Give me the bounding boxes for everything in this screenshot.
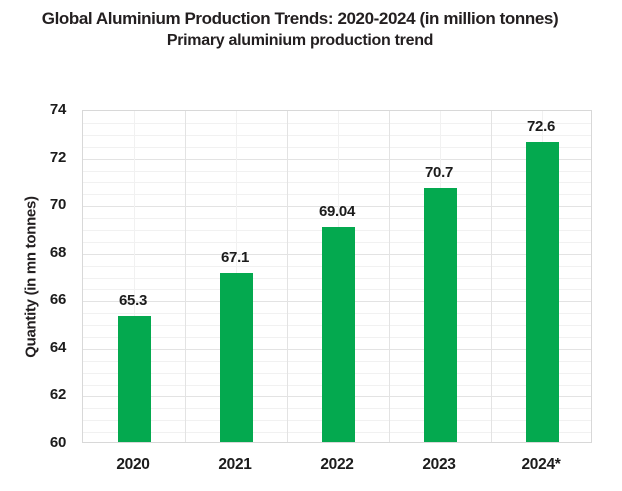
y-tick-label: 74 bbox=[49, 101, 66, 118]
plot-area bbox=[82, 110, 592, 443]
chart-subtitle: Primary aluminium production trend bbox=[166, 32, 434, 49]
chart-header: Global Aluminium Production Trends: 2020… bbox=[0, 7, 600, 52]
gridline-minor bbox=[83, 122, 591, 124]
bar-2023 bbox=[423, 187, 457, 442]
bar-value-label: 70.7 bbox=[425, 163, 453, 181]
bar-value-label: 72.6 bbox=[527, 118, 555, 136]
gridline-major bbox=[83, 158, 591, 160]
gridline-minor bbox=[83, 218, 591, 219]
gridline-v-major bbox=[185, 111, 186, 442]
x-tick-label: 2022 bbox=[320, 456, 354, 473]
y-tick-label: 62 bbox=[49, 386, 66, 404]
x-tick-label: 2024* bbox=[521, 456, 561, 473]
bar-2020 bbox=[117, 315, 151, 442]
y-axis-title: Quantity (in mn tonnes) bbox=[22, 196, 40, 358]
x-tick-label: 2020 bbox=[116, 456, 150, 473]
y-tick-label: 72 bbox=[49, 148, 66, 166]
bar-value-label: 69.04 bbox=[318, 203, 356, 220]
y-tick-label: 68 bbox=[49, 243, 66, 261]
gridline-major bbox=[83, 206, 591, 208]
y-tick-label: 70 bbox=[49, 196, 66, 214]
gridline-v-major bbox=[491, 111, 492, 442]
gridline-v-minor bbox=[134, 111, 135, 442]
gridline-minor bbox=[83, 170, 591, 172]
bar-2022 bbox=[321, 227, 355, 442]
x-tick-label: 2021 bbox=[218, 456, 252, 473]
y-tick-label: 60 bbox=[49, 434, 66, 451]
bar-2021 bbox=[219, 273, 253, 442]
x-tick-label: 2023 bbox=[422, 456, 456, 473]
gridline-minor bbox=[83, 134, 591, 136]
gridline-v-major bbox=[287, 111, 288, 442]
gridline-v-major bbox=[389, 111, 390, 442]
bar-2024 bbox=[525, 142, 559, 442]
gridline-minor bbox=[83, 146, 591, 148]
gridline-minor bbox=[83, 182, 591, 184]
gridline-minor bbox=[83, 194, 591, 196]
y-tick-label: 66 bbox=[49, 291, 66, 309]
bar-value-label: 65.3 bbox=[119, 291, 147, 309]
chart-title: Global Aluminium Production Trends: 2020… bbox=[41, 9, 559, 28]
y-tick-label: 64 bbox=[49, 338, 66, 356]
bar-value-label: 67.1 bbox=[221, 249, 249, 267]
